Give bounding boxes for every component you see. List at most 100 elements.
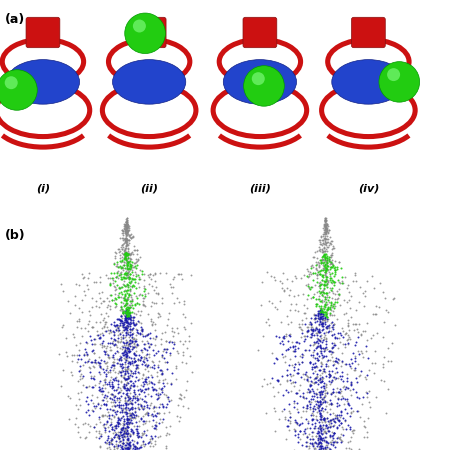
Point: [305, 320, 312, 328]
Point: [143, 331, 150, 338]
Point: [314, 425, 321, 432]
Point: [138, 270, 145, 277]
Point: [122, 449, 129, 450]
Point: [304, 418, 311, 425]
Point: [102, 440, 109, 447]
Point: [123, 228, 130, 235]
Point: [333, 416, 341, 423]
Point: [321, 216, 328, 224]
Point: [117, 425, 124, 432]
Point: [319, 366, 326, 373]
Point: [336, 386, 343, 393]
Point: [318, 273, 325, 280]
Point: [137, 415, 144, 422]
Point: [129, 234, 136, 241]
Point: [145, 417, 152, 424]
Point: [128, 258, 135, 265]
Point: [331, 354, 339, 361]
Point: [311, 412, 318, 419]
Point: [325, 241, 332, 248]
Point: [103, 437, 110, 444]
Point: [81, 292, 88, 299]
Point: [125, 445, 132, 450]
Point: [337, 376, 344, 383]
Point: [315, 259, 322, 266]
Point: [125, 413, 133, 420]
Point: [322, 259, 330, 266]
Point: [323, 221, 330, 228]
Point: [296, 421, 303, 428]
Point: [115, 293, 122, 300]
Point: [345, 288, 352, 296]
Point: [120, 363, 127, 370]
Point: [311, 339, 318, 346]
Point: [187, 319, 194, 326]
Point: [318, 224, 326, 231]
Point: [119, 291, 126, 298]
Point: [314, 435, 322, 442]
Point: [88, 347, 96, 354]
Point: [326, 284, 333, 291]
Point: [98, 344, 106, 351]
Point: [149, 442, 156, 450]
Point: [119, 257, 126, 265]
Point: [331, 295, 338, 302]
Point: [312, 363, 319, 370]
Point: [316, 328, 323, 336]
Point: [120, 236, 128, 243]
Point: [313, 370, 320, 378]
Point: [335, 416, 342, 423]
Point: [335, 448, 342, 450]
Point: [122, 315, 129, 322]
Point: [122, 309, 129, 316]
Point: [316, 443, 323, 450]
Point: [313, 329, 320, 336]
Point: [287, 379, 294, 386]
Point: [139, 449, 147, 450]
Point: [313, 372, 320, 379]
Point: [146, 270, 153, 278]
Point: [152, 284, 159, 291]
Point: [123, 266, 130, 273]
Point: [120, 444, 127, 450]
Point: [328, 400, 335, 407]
Point: [111, 340, 119, 347]
Circle shape: [124, 13, 165, 54]
Point: [146, 435, 153, 442]
Point: [321, 224, 328, 231]
Point: [106, 394, 113, 401]
Point: [125, 416, 133, 423]
Point: [142, 431, 149, 438]
Point: [338, 431, 345, 438]
Point: [154, 394, 161, 401]
Point: [141, 441, 148, 448]
Point: [87, 396, 94, 404]
Point: [315, 388, 322, 395]
Point: [127, 297, 134, 304]
Point: [334, 290, 341, 297]
Point: [117, 405, 124, 412]
Point: [166, 351, 174, 358]
Point: [119, 427, 126, 434]
Point: [70, 334, 77, 341]
Point: [176, 337, 184, 344]
Point: [73, 351, 80, 359]
Point: [325, 444, 332, 450]
Point: [123, 308, 130, 315]
Point: [320, 258, 327, 265]
Point: [128, 346, 135, 353]
Point: [313, 417, 320, 424]
Point: [321, 216, 328, 224]
Point: [96, 354, 103, 361]
Point: [356, 372, 363, 379]
Point: [90, 375, 97, 382]
Point: [85, 411, 92, 418]
Point: [118, 317, 125, 324]
Point: [120, 349, 127, 356]
Point: [123, 238, 130, 245]
Point: [129, 430, 136, 437]
Point: [376, 376, 383, 383]
Point: [325, 417, 332, 424]
Point: [289, 344, 296, 351]
Point: [118, 314, 125, 321]
